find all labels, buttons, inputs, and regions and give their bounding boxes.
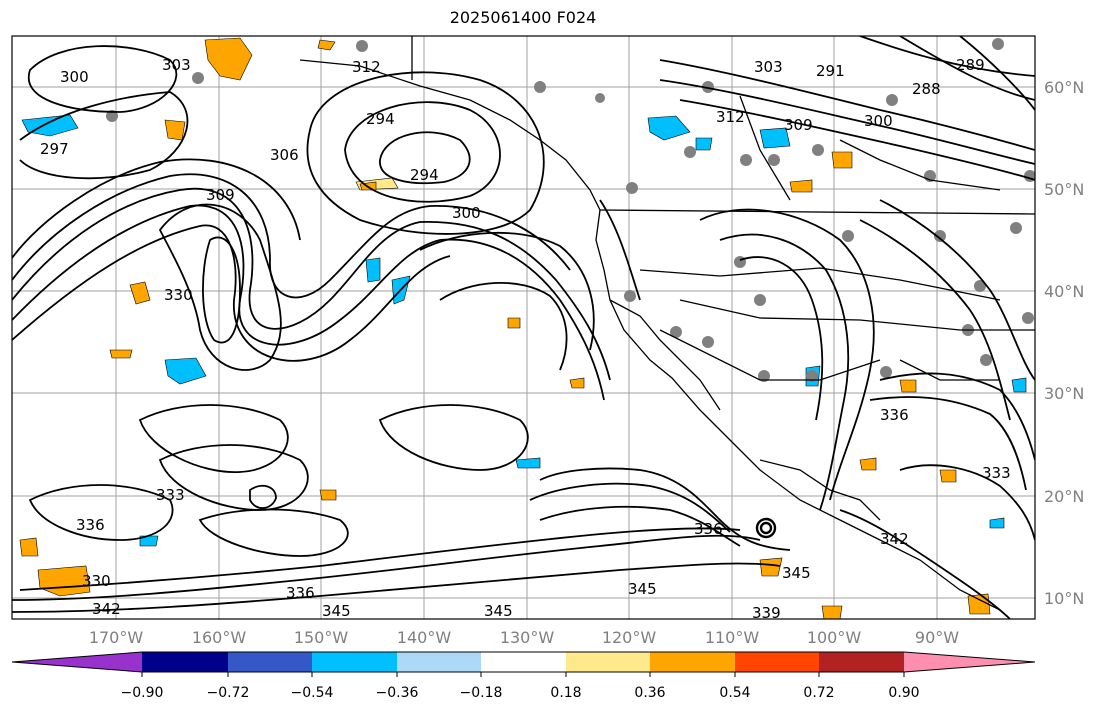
contour-label: 294 bbox=[366, 110, 395, 128]
lat-label: 10°N bbox=[1044, 589, 1084, 608]
contour-label: 288 bbox=[912, 80, 941, 98]
contour-label: 306 bbox=[270, 146, 299, 164]
lon-label: 160°W bbox=[192, 628, 247, 647]
contour-label: 330 bbox=[164, 286, 193, 304]
contour-label: 312 bbox=[716, 108, 745, 126]
map-title: 2025061400 F024 bbox=[449, 8, 597, 27]
colorbar-tick-label: −0.90 bbox=[121, 685, 164, 701]
lon-label: 170°W bbox=[89, 628, 144, 647]
colorbar-tick-label: 0.54 bbox=[719, 685, 750, 701]
contour-label: 303 bbox=[754, 58, 783, 76]
colorbar-tick-label: −0.18 bbox=[460, 685, 503, 701]
contour-label: 342 bbox=[880, 530, 909, 548]
contour-label: 291 bbox=[816, 62, 845, 80]
colorbar-segment bbox=[481, 652, 566, 672]
lon-label: 150°W bbox=[294, 628, 349, 647]
contour-label: 300 bbox=[864, 112, 893, 130]
contour-label: 333 bbox=[982, 464, 1011, 482]
contour-label: 297 bbox=[40, 140, 69, 158]
lon-label: 140°W bbox=[397, 628, 452, 647]
contour-label: 345 bbox=[484, 602, 513, 620]
contour-label: 336 bbox=[286, 584, 315, 602]
contour-label: 300 bbox=[452, 204, 481, 222]
coastlines bbox=[299, 36, 1035, 611]
colorbar-segment bbox=[566, 652, 650, 672]
colorbar-tick-label: −0.36 bbox=[376, 685, 419, 701]
contour-label: 300 bbox=[60, 68, 89, 86]
contour-label: 303 bbox=[162, 56, 191, 74]
lat-label: 50°N bbox=[1044, 180, 1084, 199]
colorbar: −0.90 −0.72 −0.54 −0.36 −0.18 0.18 0.36 … bbox=[11, 651, 1036, 701]
plot-frame bbox=[11, 35, 1036, 620]
contour-label: 309 bbox=[206, 186, 235, 204]
latitude-labels: 60°N 50°N 40°N 30°N 20°N 10°N bbox=[1044, 78, 1084, 608]
colorbar-segment bbox=[228, 652, 312, 672]
contour-label: 336 bbox=[76, 516, 105, 534]
contour-lines bbox=[12, 36, 1035, 619]
contour-label: 312 bbox=[352, 58, 381, 76]
contour-label: 339 bbox=[752, 604, 781, 622]
colorbar-segment bbox=[142, 652, 228, 672]
contour-label: 345 bbox=[322, 602, 351, 620]
contour-label: 309 bbox=[784, 116, 813, 134]
colorbar-tick-label: −0.72 bbox=[207, 685, 250, 701]
lon-label: 100°W bbox=[807, 628, 862, 647]
colorbar-segment bbox=[12, 652, 142, 672]
colorbar-tick-label: 0.72 bbox=[803, 685, 834, 701]
lon-label: 110°W bbox=[705, 628, 760, 647]
contour-label: 289 bbox=[956, 56, 985, 74]
lon-label: 90°W bbox=[915, 628, 959, 647]
colorbar-segment bbox=[819, 652, 904, 672]
contour-label: 333 bbox=[156, 486, 185, 504]
contour-label: 336 bbox=[694, 520, 723, 538]
colorbar-segment bbox=[312, 652, 397, 672]
colorbar-segment bbox=[650, 652, 735, 672]
colorbar-tick-label: 0.90 bbox=[888, 685, 919, 701]
lat-label: 20°N bbox=[1044, 487, 1084, 506]
lat-label: 60°N bbox=[1044, 78, 1084, 97]
contour-label: 330 bbox=[82, 572, 111, 590]
lat-label: 40°N bbox=[1044, 282, 1084, 301]
colorbar-tick-label: 0.36 bbox=[634, 685, 665, 701]
contour-label: 294 bbox=[410, 166, 439, 184]
lon-label: 120°W bbox=[602, 628, 657, 647]
colorbar-segment bbox=[397, 652, 481, 672]
contour-label: 342 bbox=[92, 600, 121, 618]
contour-label: 345 bbox=[782, 564, 811, 582]
longitude-labels: 170°W 160°W 150°W 140°W 130°W 120°W 110°… bbox=[89, 628, 959, 647]
contour-label: 336 bbox=[880, 406, 909, 424]
lat-label: 30°N bbox=[1044, 384, 1084, 403]
colorbar-segment bbox=[735, 652, 819, 672]
colorbar-tick-label: −0.54 bbox=[291, 685, 334, 701]
lon-label: 130°W bbox=[500, 628, 555, 647]
colorbar-tick-label: 0.18 bbox=[550, 685, 581, 701]
colorbar-segment bbox=[904, 652, 1035, 672]
contour-label: 345 bbox=[628, 580, 657, 598]
